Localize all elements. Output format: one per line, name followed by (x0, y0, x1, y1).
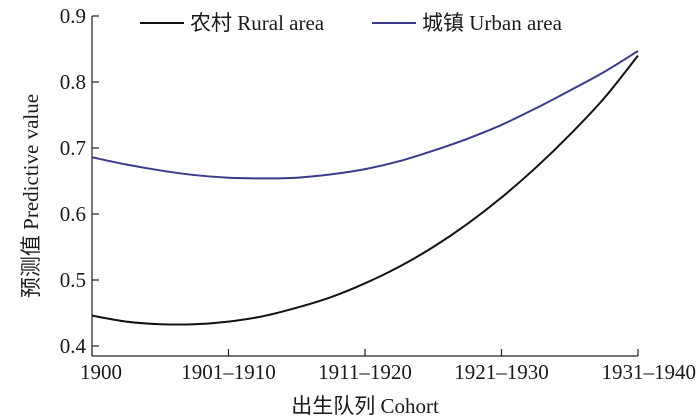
x-tick-label: 1921–1930 (454, 360, 549, 384)
x-tick-label: 1901–1910 (181, 360, 276, 384)
legend-label-urban: 城镇 Urban area (422, 11, 563, 35)
y-tick-label: 0.4 (60, 334, 87, 358)
series-line-rural (91, 54, 639, 326)
y-axis-ticks: 0.4 0.5 0.6 0.7 0.8 0.9 (60, 4, 99, 358)
legend: 农村 Rural area 城镇 Urban area (140, 11, 563, 35)
x-tick-label: 1931–1940 (602, 360, 697, 384)
axes (91, 16, 638, 357)
x-tick-label: 1900 (80, 360, 122, 384)
y-tick-label: 0.9 (60, 4, 86, 28)
y-tick-label: 0.5 (60, 268, 86, 292)
y-tick-label: 0.8 (60, 70, 86, 94)
legend-label-rural: 农村 Rural area (190, 11, 325, 35)
x-axis-title: 出生队列 Cohort (291, 394, 439, 418)
y-tick-label: 0.7 (60, 136, 86, 160)
y-axis-title: 预测值 Predictive value (19, 94, 43, 298)
x-tick-label: 1911–1920 (318, 360, 412, 384)
series-line-urban (91, 50, 639, 180)
series-layer (91, 50, 639, 326)
x-axis-ticks: 1900 1901–1910 1911–1920 1921–1930 1931–1940 (80, 349, 696, 384)
y-tick-label: 0.6 (60, 202, 86, 226)
